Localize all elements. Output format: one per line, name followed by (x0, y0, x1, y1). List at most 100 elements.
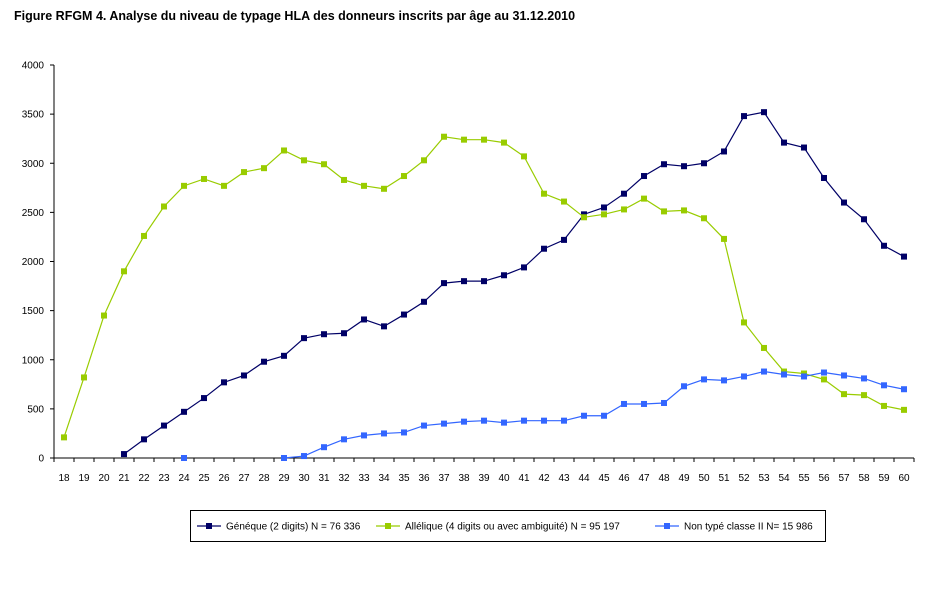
x-tick-label: 41 (518, 473, 530, 484)
data-point (901, 406, 907, 413)
x-axis-ticks: 18 19 20 21 22 23 24 25 26 27 28 29 30 31 32 33 34 35 36 37… (53, 458, 915, 484)
legend-label: Généque (2 digits) N = 76 336 (226, 522, 361, 533)
data-point (661, 161, 667, 168)
data-point (181, 455, 187, 461)
chart-legend: Généque (2 digits) N = 76 336 Allélique (… (190, 510, 826, 542)
data-point (361, 316, 367, 323)
data-point (621, 400, 627, 407)
x-tick-label: 59 (878, 473, 890, 484)
data-point (701, 215, 707, 222)
data-point (441, 280, 447, 287)
data-point (841, 372, 847, 379)
data-point (281, 147, 287, 154)
series-line (123, 111, 905, 455)
x-tick-label: 56 (818, 473, 830, 484)
x-tick-label: 26 (218, 473, 230, 484)
data-point (561, 417, 567, 424)
data-point (521, 264, 527, 271)
data-point (301, 157, 307, 164)
x-tick-label: 49 (678, 473, 690, 484)
data-point (741, 373, 747, 380)
legend-label: Non typé classe II N= 15 986 (684, 522, 813, 533)
data-point (141, 232, 147, 239)
x-tick-label: 25 (198, 473, 210, 484)
data-point (141, 436, 147, 443)
x-tick-label: 43 (558, 473, 570, 484)
data-point (481, 136, 487, 143)
data-point (241, 169, 247, 176)
series-line (283, 370, 905, 459)
x-tick-label: 42 (538, 473, 550, 484)
x-tick-label: 23 (158, 473, 170, 484)
data-point (461, 418, 467, 425)
data-point (861, 392, 867, 399)
data-point (601, 211, 607, 218)
data-point (501, 139, 507, 146)
x-tick-label: 18 (58, 473, 70, 484)
data-point (641, 400, 647, 407)
data-point (401, 311, 407, 318)
x-tick-label: 57 (838, 473, 850, 484)
y-tick-label: 3500 (22, 110, 45, 121)
data-point (301, 453, 307, 460)
data-point (781, 371, 787, 378)
data-point (741, 113, 747, 120)
x-tick-label: 36 (418, 473, 430, 484)
data-point (681, 207, 687, 214)
data-point (201, 175, 207, 182)
x-tick-label: 29 (278, 473, 290, 484)
x-tick-label: 35 (398, 473, 410, 484)
data-point (581, 214, 587, 221)
data-point (421, 298, 427, 305)
data-point (561, 236, 567, 243)
x-tick-label: 44 (578, 473, 590, 484)
data-point (721, 235, 727, 242)
y-axis-ticks: 0 500 1000 1500 2000 2500 3000 3500 4000 (22, 61, 54, 465)
data-point (481, 278, 487, 285)
y-tick-label: 0 (38, 454, 44, 465)
x-tick-label: 30 (298, 473, 310, 484)
data-point (501, 272, 507, 279)
x-tick-label: 45 (598, 473, 610, 484)
data-point (501, 419, 507, 426)
x-tick-label: 32 (338, 473, 350, 484)
data-point (541, 245, 547, 252)
data-point (721, 377, 727, 384)
x-tick-label: 52 (738, 473, 750, 484)
x-tick-label: 24 (178, 473, 190, 484)
x-tick-label: 53 (758, 473, 770, 484)
data-point (321, 161, 327, 168)
data-point (341, 330, 347, 337)
y-tick-label: 1500 (22, 306, 45, 317)
data-point (701, 376, 707, 383)
series-line (63, 136, 905, 438)
data-point (261, 358, 267, 365)
data-point (621, 190, 627, 197)
y-tick-label: 3000 (22, 159, 45, 170)
data-point (721, 148, 727, 155)
data-point (681, 163, 687, 170)
x-tick-label: 21 (118, 473, 130, 484)
x-tick-label: 39 (478, 473, 490, 484)
data-point (321, 444, 327, 451)
data-point (381, 323, 387, 330)
data-point (821, 376, 827, 383)
data-point (781, 139, 787, 146)
data-point (841, 199, 847, 206)
data-point (381, 185, 387, 192)
data-point (801, 144, 807, 151)
data-point (641, 173, 647, 180)
x-tick-label: 47 (638, 473, 650, 484)
data-point (521, 153, 527, 160)
data-point (841, 391, 847, 398)
data-point (241, 372, 247, 379)
x-tick-label: 50 (698, 473, 710, 484)
data-point (321, 331, 327, 338)
data-point (881, 242, 887, 249)
x-tick-label: 54 (778, 473, 790, 484)
x-tick-label: 27 (238, 473, 250, 484)
data-point (601, 412, 607, 419)
chart-series (61, 109, 907, 461)
data-point (601, 204, 607, 211)
